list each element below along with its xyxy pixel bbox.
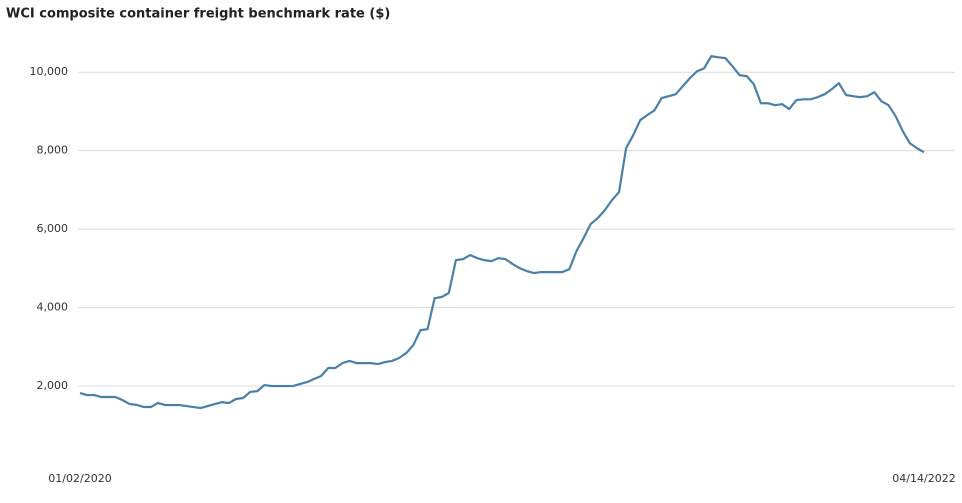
chart-title: WCI composite container freight benchmar… <box>6 7 390 22</box>
y-tick-label: 8,000 <box>37 144 69 157</box>
y-tick-label: 6,000 <box>37 222 69 235</box>
line-series <box>79 55 925 410</box>
y-tick-label: 4,000 <box>37 301 69 314</box>
y-tick-label: 10,000 <box>30 65 69 78</box>
y-tick-label: 2,000 <box>37 379 69 392</box>
x-tick-label: 01/02/2020 <box>48 472 111 485</box>
x-tick-label: 04/14/2022 <box>892 472 955 485</box>
